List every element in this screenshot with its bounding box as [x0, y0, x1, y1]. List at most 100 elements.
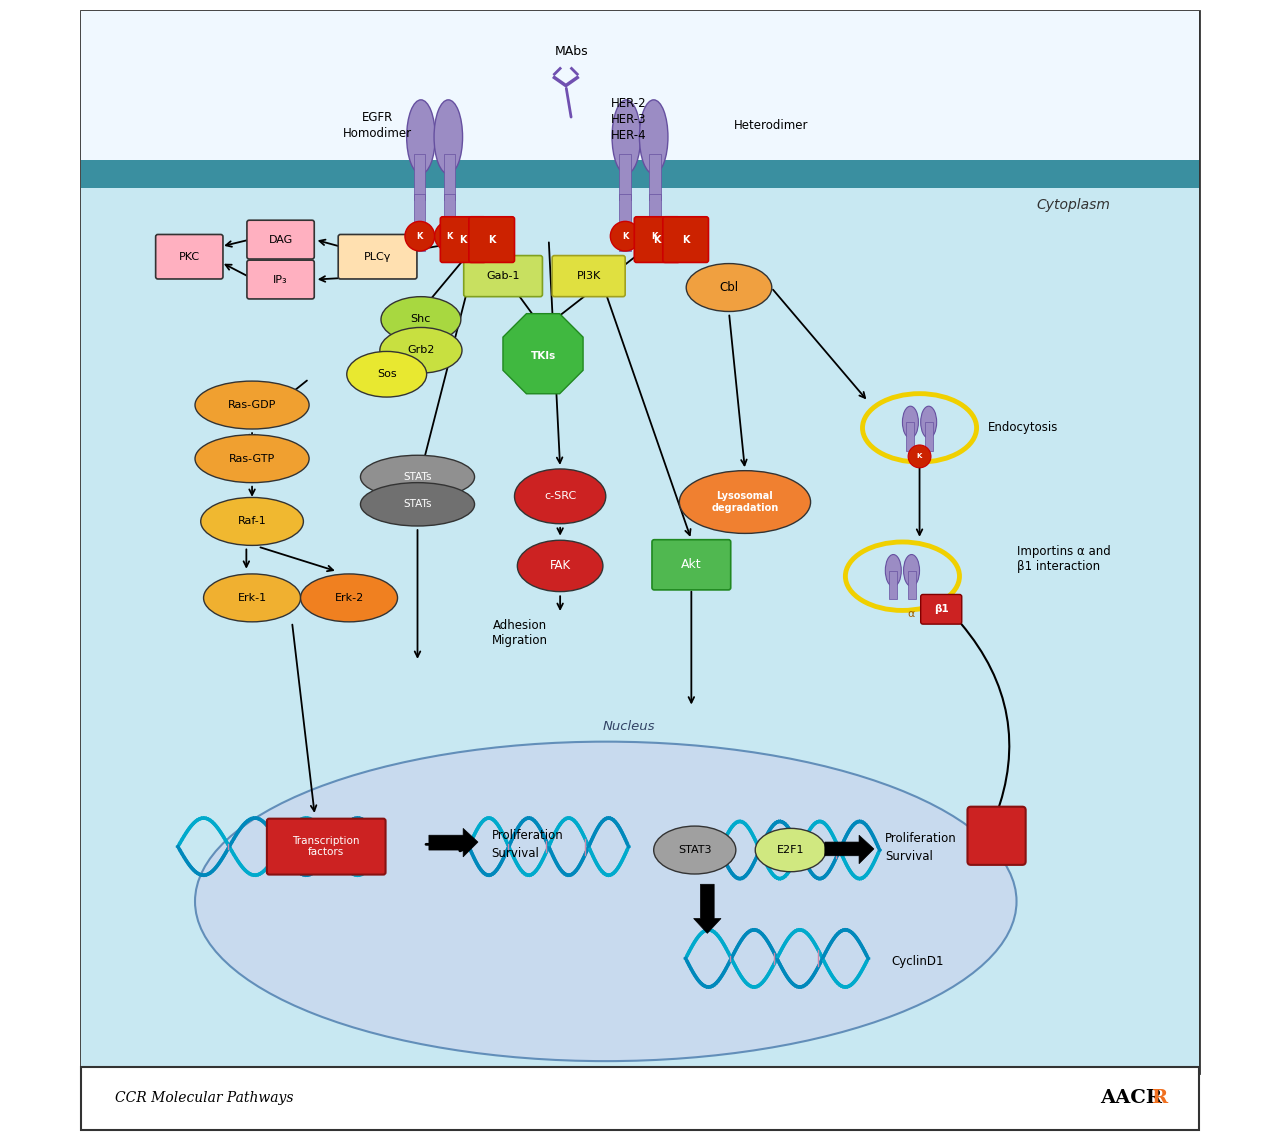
Text: Proliferation: Proliferation: [492, 828, 563, 842]
Text: K: K: [622, 232, 628, 241]
Text: PKC: PKC: [179, 252, 200, 261]
Polygon shape: [824, 835, 874, 864]
Text: Gab-1: Gab-1: [486, 272, 520, 281]
Ellipse shape: [612, 99, 640, 175]
Text: CCR Molecular Pathways: CCR Molecular Pathways: [115, 1091, 293, 1104]
FancyBboxPatch shape: [268, 819, 385, 874]
Ellipse shape: [407, 99, 435, 175]
Text: Sos: Sos: [376, 370, 397, 379]
Ellipse shape: [361, 483, 475, 526]
FancyBboxPatch shape: [906, 422, 914, 451]
Text: Raf-1: Raf-1: [238, 517, 266, 526]
Text: α: α: [908, 609, 915, 618]
FancyBboxPatch shape: [81, 148, 1199, 1073]
Polygon shape: [694, 884, 721, 933]
Ellipse shape: [301, 574, 398, 622]
Text: Akt: Akt: [681, 558, 701, 572]
Circle shape: [640, 221, 669, 251]
FancyBboxPatch shape: [81, 11, 1199, 160]
Polygon shape: [429, 828, 477, 857]
Circle shape: [611, 221, 640, 251]
Text: MAbs: MAbs: [554, 44, 589, 58]
Text: E2F1: E2F1: [777, 845, 804, 855]
Text: Heterodimer: Heterodimer: [733, 119, 809, 132]
Ellipse shape: [755, 828, 826, 872]
FancyBboxPatch shape: [920, 594, 961, 624]
Circle shape: [404, 221, 435, 251]
Text: IP₃: IP₃: [273, 275, 288, 284]
Ellipse shape: [195, 742, 1016, 1061]
FancyBboxPatch shape: [908, 570, 916, 599]
Text: Erk-2: Erk-2: [334, 593, 364, 602]
FancyBboxPatch shape: [635, 217, 680, 262]
Circle shape: [435, 221, 465, 251]
FancyBboxPatch shape: [888, 570, 897, 599]
Text: STATs: STATs: [403, 472, 431, 482]
Ellipse shape: [920, 406, 937, 438]
Ellipse shape: [195, 381, 308, 429]
Text: PI3K: PI3K: [576, 272, 600, 281]
Text: Ras-GDP: Ras-GDP: [228, 400, 276, 410]
FancyBboxPatch shape: [415, 194, 425, 251]
FancyBboxPatch shape: [620, 194, 631, 251]
Text: EGFR
Homodimer: EGFR Homodimer: [343, 111, 412, 140]
FancyBboxPatch shape: [968, 807, 1025, 865]
Text: TKIs: TKIs: [530, 351, 556, 361]
Text: K: K: [653, 235, 660, 244]
FancyBboxPatch shape: [247, 260, 315, 299]
Text: HER-2
HER-3
HER-4: HER-2 HER-3 HER-4: [611, 97, 646, 143]
Text: STAT3: STAT3: [678, 845, 712, 855]
Text: Cbl: Cbl: [719, 281, 739, 294]
FancyBboxPatch shape: [649, 194, 660, 251]
Text: K: K: [652, 232, 658, 241]
Text: K: K: [682, 235, 690, 244]
FancyBboxPatch shape: [552, 256, 625, 297]
Text: Grb2: Grb2: [407, 346, 435, 355]
Text: Lysosomal
degradation: Lysosomal degradation: [712, 492, 778, 512]
Ellipse shape: [680, 470, 810, 534]
FancyBboxPatch shape: [663, 217, 708, 262]
FancyBboxPatch shape: [468, 217, 515, 262]
Text: K: K: [916, 453, 922, 460]
Ellipse shape: [686, 264, 772, 311]
Text: STATs: STATs: [403, 500, 431, 509]
Text: AACR: AACR: [1100, 1089, 1162, 1107]
FancyBboxPatch shape: [81, 160, 1199, 188]
Text: Cytoplasm: Cytoplasm: [1037, 199, 1111, 212]
Ellipse shape: [904, 555, 919, 586]
Ellipse shape: [361, 455, 475, 499]
Text: Nucleus: Nucleus: [603, 720, 655, 734]
FancyBboxPatch shape: [444, 194, 456, 251]
FancyBboxPatch shape: [440, 217, 486, 262]
Ellipse shape: [195, 435, 308, 483]
Text: Importins α and
β1 interaction: Importins α and β1 interaction: [1016, 545, 1110, 573]
Ellipse shape: [380, 327, 462, 373]
FancyBboxPatch shape: [156, 234, 223, 278]
Text: c-SRC: c-SRC: [544, 492, 576, 501]
FancyBboxPatch shape: [444, 154, 456, 200]
Text: Shc: Shc: [411, 315, 431, 324]
Text: R: R: [1151, 1089, 1167, 1107]
Text: Survival: Survival: [492, 847, 540, 860]
FancyBboxPatch shape: [247, 220, 315, 259]
FancyBboxPatch shape: [81, 1067, 1199, 1130]
FancyBboxPatch shape: [81, 11, 1199, 1073]
Text: Proliferation: Proliferation: [886, 832, 957, 845]
Text: FAK: FAK: [549, 559, 571, 573]
Text: β1: β1: [934, 605, 948, 614]
Text: K: K: [416, 232, 422, 241]
Ellipse shape: [201, 497, 303, 545]
FancyBboxPatch shape: [649, 154, 660, 200]
FancyBboxPatch shape: [925, 422, 933, 451]
Circle shape: [908, 445, 931, 468]
Ellipse shape: [654, 826, 736, 874]
FancyBboxPatch shape: [652, 540, 731, 590]
Ellipse shape: [515, 469, 605, 524]
Text: Ras-GTP: Ras-GTP: [229, 454, 275, 463]
Text: K: K: [488, 235, 495, 244]
Text: Transcription
factors: Transcription factors: [292, 836, 360, 857]
Text: K: K: [460, 235, 467, 244]
Ellipse shape: [347, 351, 426, 397]
FancyBboxPatch shape: [620, 154, 631, 200]
Text: CyclinD1: CyclinD1: [891, 955, 943, 969]
